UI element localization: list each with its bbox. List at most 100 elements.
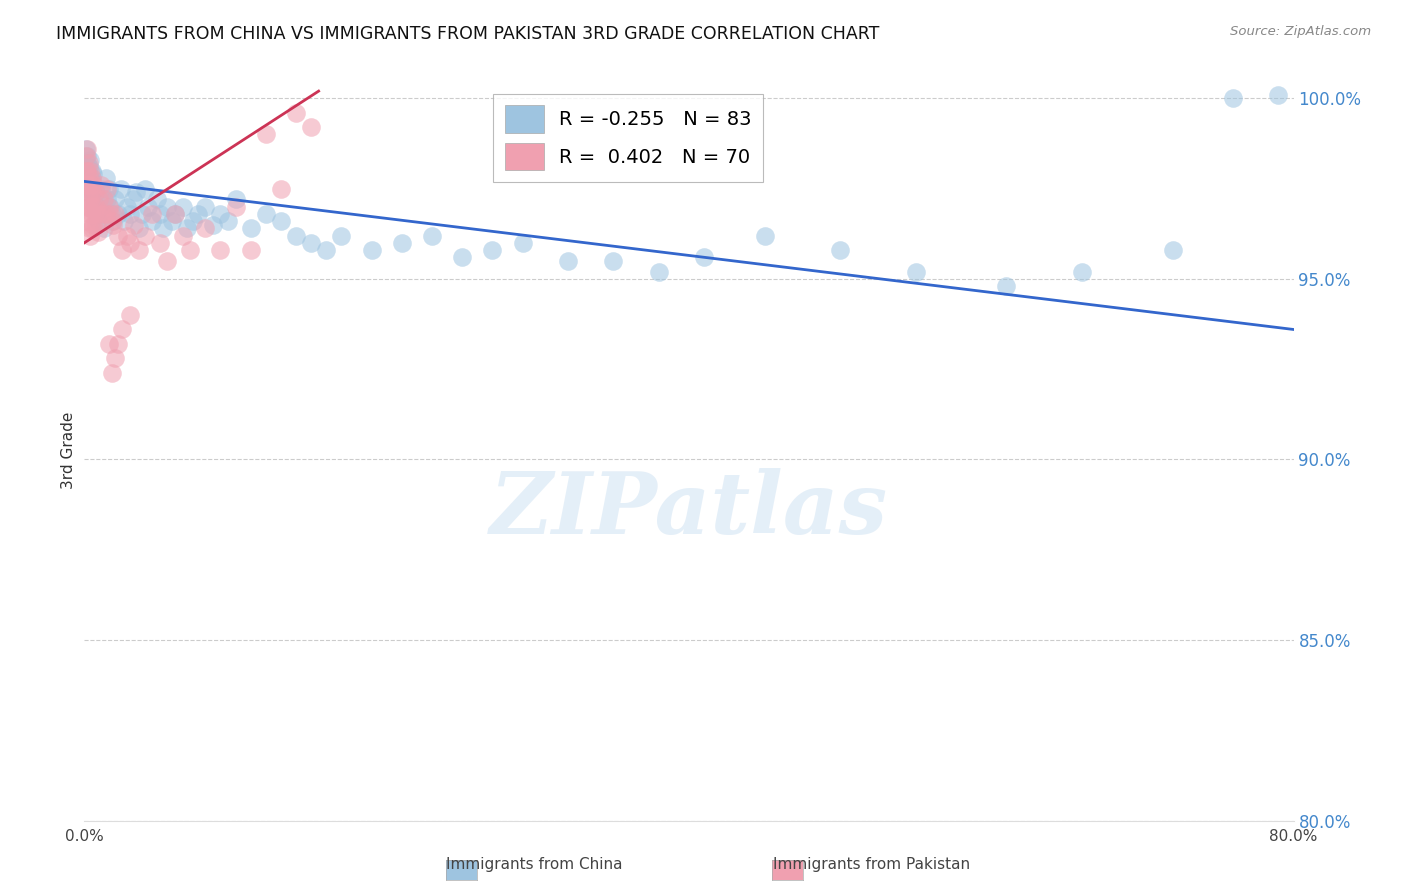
- Point: [107, 228, 129, 243]
- Point: [118, 235, 141, 250]
- Point: [100, 366, 122, 380]
- Point: [194, 221, 217, 235]
- Point: [128, 221, 150, 235]
- Point: [77, 221, 100, 235]
- Point: [76, 142, 98, 156]
- Point: [98, 207, 121, 221]
- Point: [87, 225, 110, 239]
- Point: [82, 193, 104, 207]
- Point: [97, 181, 120, 195]
- Point: [451, 250, 474, 264]
- Point: [90, 181, 112, 195]
- Point: [830, 243, 852, 257]
- Point: [270, 214, 292, 228]
- Point: [86, 207, 108, 221]
- Point: [80, 207, 103, 221]
- Point: [111, 243, 134, 257]
- Point: [141, 214, 163, 228]
- Point: [82, 167, 104, 181]
- Point: [134, 181, 156, 195]
- Point: [187, 207, 209, 221]
- Point: [90, 178, 112, 192]
- Point: [93, 221, 115, 235]
- Text: Source: ZipAtlas.com: Source: ZipAtlas.com: [1230, 25, 1371, 38]
- Point: [146, 193, 169, 207]
- Point: [115, 200, 138, 214]
- Point: [125, 186, 148, 200]
- Point: [94, 207, 117, 221]
- Point: [254, 128, 277, 142]
- Point: [115, 228, 138, 243]
- Point: [149, 207, 172, 221]
- Y-axis label: 3rd Grade: 3rd Grade: [60, 412, 76, 489]
- Point: [107, 337, 129, 351]
- Point: [77, 186, 100, 200]
- Point: [94, 170, 117, 185]
- Point: [1071, 265, 1094, 279]
- Point: [91, 207, 114, 221]
- Point: [299, 235, 322, 250]
- Point: [995, 279, 1018, 293]
- Point: [86, 186, 108, 200]
- Point: [79, 170, 101, 185]
- Point: [557, 253, 579, 268]
- Point: [149, 235, 172, 250]
- Point: [76, 178, 98, 192]
- Point: [481, 243, 503, 257]
- Point: [110, 181, 132, 195]
- Point: [128, 243, 150, 257]
- Point: [172, 228, 194, 243]
- Point: [285, 105, 308, 120]
- Point: [79, 178, 101, 192]
- Point: [86, 218, 108, 232]
- Point: [76, 214, 98, 228]
- Point: [84, 181, 107, 195]
- Point: [75, 193, 97, 207]
- Point: [391, 235, 413, 250]
- Point: [80, 174, 103, 188]
- Point: [97, 337, 120, 351]
- Point: [1161, 243, 1184, 257]
- Point: [77, 167, 100, 181]
- Point: [118, 207, 141, 221]
- Point: [76, 200, 98, 214]
- Point: [87, 193, 110, 207]
- Legend: R = -0.255   N = 83, R =  0.402   N = 70: R = -0.255 N = 83, R = 0.402 N = 70: [494, 94, 763, 182]
- Point: [82, 178, 104, 192]
- Point: [254, 207, 277, 221]
- Point: [225, 200, 247, 214]
- Point: [122, 218, 145, 232]
- Point: [100, 214, 122, 228]
- Point: [96, 181, 118, 195]
- Point: [299, 120, 322, 135]
- Point: [101, 214, 124, 228]
- Text: Immigrants from Pakistan: Immigrants from Pakistan: [773, 857, 970, 872]
- Point: [79, 153, 101, 167]
- Point: [86, 200, 108, 214]
- Point: [118, 308, 141, 322]
- Point: [134, 228, 156, 243]
- Point: [420, 228, 443, 243]
- Point: [172, 200, 194, 214]
- Text: ZIPatlas: ZIPatlas: [489, 468, 889, 551]
- Point: [96, 193, 118, 207]
- Point: [76, 163, 98, 178]
- Point: [77, 200, 100, 214]
- Point: [101, 218, 124, 232]
- Point: [84, 186, 107, 200]
- Point: [165, 207, 187, 221]
- Point: [104, 193, 127, 207]
- Point: [75, 163, 97, 178]
- Point: [136, 200, 159, 214]
- Point: [239, 243, 262, 257]
- Point: [80, 163, 103, 178]
- Point: [79, 193, 101, 207]
- Point: [512, 235, 534, 250]
- Point: [79, 207, 101, 221]
- Point: [79, 181, 101, 195]
- Point: [121, 193, 143, 207]
- Point: [97, 200, 120, 214]
- Point: [82, 218, 104, 232]
- Point: [104, 351, 127, 366]
- Point: [141, 207, 163, 221]
